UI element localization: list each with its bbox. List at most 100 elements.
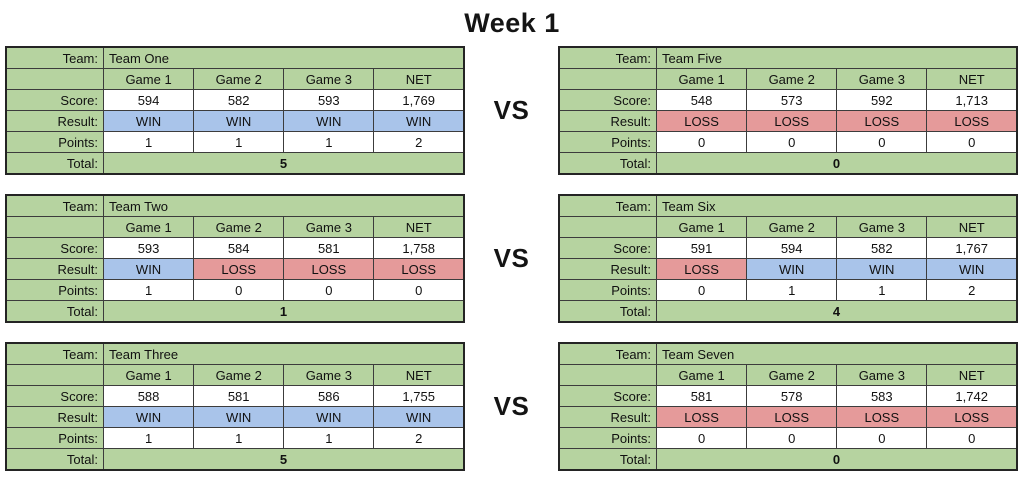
points-cell: 0 [283, 279, 375, 301]
result-label: Result: [558, 110, 657, 132]
result-cell: WIN [746, 258, 838, 280]
score-cell: 594 [746, 237, 838, 259]
result-cell: LOSS [655, 406, 748, 428]
column-header: Game 1 [655, 68, 748, 90]
result-row: Result: WIN LOSS LOSS LOSS [5, 258, 465, 280]
score-cell: 593 [102, 237, 195, 259]
header-row: Game 1 Game 2 Game 3 NET [558, 216, 1018, 238]
column-header: Game 1 [655, 216, 748, 238]
result-cell: WIN [193, 110, 285, 132]
points-label: Points: [5, 131, 104, 153]
total-label: Total: [5, 300, 104, 323]
column-header: Game 2 [746, 216, 838, 238]
score-cell: 582 [836, 237, 928, 259]
score-row: Score: 548 573 592 1,713 [558, 89, 1018, 111]
team-row: Team: Team One [5, 46, 465, 69]
team-table: Team: Team Three Game 1 Game 2 Game 3 NET Scor… [5, 342, 465, 471]
vs-label: VS [493, 391, 530, 421]
total-label: Total: [558, 152, 657, 175]
team-name: Team Six [656, 194, 1018, 217]
header-spacer-cell [558, 68, 657, 90]
total-cell: 0 [656, 448, 1018, 471]
points-cell: 2 [926, 279, 1018, 301]
team-table-slot-left: Team: Team Three Game 1 Game 2 Game 3 NET Scor… [5, 342, 465, 471]
total-row: Total: 5 [5, 448, 465, 471]
column-header: NET [926, 364, 1018, 386]
points-cell: 1 [193, 131, 285, 153]
team-name: Team Seven [656, 342, 1018, 365]
team-row: Team: Team Two [5, 194, 465, 217]
team-table: Team: Team Two Game 1 Game 2 Game 3 NET Score:… [5, 194, 465, 323]
score-cell: 578 [746, 385, 838, 407]
team-label: Team: [558, 46, 657, 69]
score-cell: 581 [655, 385, 748, 407]
points-label: Points: [558, 131, 657, 153]
points-cell: 0 [655, 279, 748, 301]
column-header: Game 3 [283, 364, 375, 386]
header-row: Game 1 Game 2 Game 3 NET [5, 364, 465, 386]
match-row-1: Team: Team One Game 1 Game 2 Game 3 NET Score:… [5, 46, 1024, 175]
result-cell: WIN [102, 258, 195, 280]
team-table: Team: Team One Game 1 Game 2 Game 3 NET Score:… [5, 46, 465, 175]
score-cell: 1,758 [373, 237, 465, 259]
total-row: Total: 0 [558, 152, 1018, 175]
score-label: Score: [5, 237, 104, 259]
header-spacer-cell [558, 364, 657, 386]
score-cell: 1,713 [926, 89, 1018, 111]
team-name: Team One [103, 46, 465, 69]
score-row: Score: 593 584 581 1,758 [5, 237, 465, 259]
team-label: Team: [5, 342, 104, 365]
column-header: Game 3 [836, 216, 928, 238]
points-cell: 1 [102, 427, 195, 449]
result-label: Result: [5, 110, 104, 132]
header-row: Game 1 Game 2 Game 3 NET [5, 216, 465, 238]
points-label: Points: [5, 279, 104, 301]
total-cell: 1 [103, 300, 465, 323]
points-row: Points: 0 0 0 0 [558, 131, 1018, 153]
result-cell: WIN [102, 406, 195, 428]
score-cell: 1,742 [926, 385, 1018, 407]
points-cell: 0 [373, 279, 465, 301]
column-header: NET [926, 68, 1018, 90]
team-row: Team: Team Five [558, 46, 1018, 69]
score-label: Score: [558, 385, 657, 407]
result-cell: WIN [283, 110, 375, 132]
points-label: Points: [5, 427, 104, 449]
score-cell: 583 [836, 385, 928, 407]
points-cell: 0 [746, 427, 838, 449]
result-cell: LOSS [655, 258, 748, 280]
score-label: Score: [5, 385, 104, 407]
team-name: Team Three [103, 342, 465, 365]
team-row: Team: Team Six [558, 194, 1018, 217]
team-table-slot-left: Team: Team Two Game 1 Game 2 Game 3 NET Score:… [5, 194, 465, 323]
result-cell: LOSS [193, 258, 285, 280]
result-cell: WIN [193, 406, 285, 428]
result-cell: WIN [283, 406, 375, 428]
column-header: Game 3 [836, 68, 928, 90]
points-cell: 0 [836, 427, 928, 449]
team-name: Team Two [103, 194, 465, 217]
column-header: Game 2 [193, 68, 285, 90]
points-cell: 1 [746, 279, 838, 301]
points-cell: 0 [655, 427, 748, 449]
column-header: Game 1 [102, 364, 195, 386]
score-row: Score: 588 581 586 1,755 [5, 385, 465, 407]
team-table: Team: Team Six Game 1 Game 2 Game 3 NET Score:… [558, 194, 1018, 323]
total-cell: 5 [103, 152, 465, 175]
column-header: Game 2 [193, 364, 285, 386]
points-cell: 1 [102, 279, 195, 301]
result-cell: LOSS [746, 406, 838, 428]
column-header: NET [926, 216, 1018, 238]
points-label: Points: [558, 427, 657, 449]
header-spacer-cell [558, 216, 657, 238]
score-label: Score: [558, 89, 657, 111]
team-table: Team: Team Seven Game 1 Game 2 Game 3 NET Scor… [558, 342, 1018, 471]
score-cell: 593 [283, 89, 375, 111]
team-label: Team: [5, 46, 104, 69]
result-cell: LOSS [373, 258, 465, 280]
score-cell: 586 [283, 385, 375, 407]
column-header: NET [373, 216, 465, 238]
column-header: Game 1 [102, 68, 195, 90]
score-cell: 581 [283, 237, 375, 259]
match-row-3: Team: Team Three Game 1 Game 2 Game 3 NET Scor… [5, 342, 1024, 471]
